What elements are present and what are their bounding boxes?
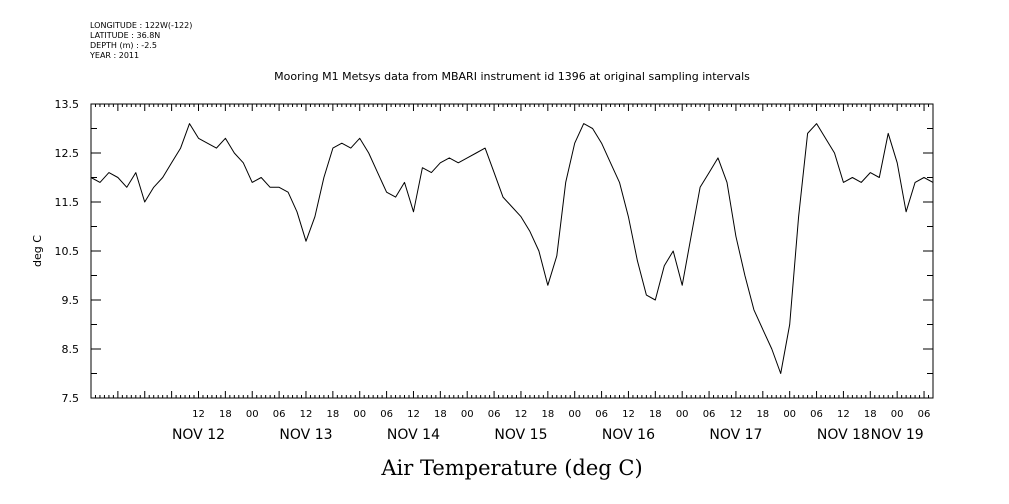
x-hour-tick-label: 18 (649, 409, 662, 420)
x-hour-tick-label: 00 (568, 409, 581, 420)
y-tick-label: 9.5 (62, 294, 80, 307)
x-hour-tick-label: 18 (541, 409, 554, 420)
x-hour-tick-label: 12 (515, 409, 528, 420)
x-hour-tick-label: 06 (488, 409, 501, 420)
x-hour-tick-label: 12 (300, 409, 313, 420)
x-hour-tick-label: 06 (810, 409, 823, 420)
x-day-label: NOV 16 (602, 427, 655, 443)
x-hour-tick-label: 12 (407, 409, 420, 420)
x-day-label: NOV 14 (387, 427, 440, 443)
x-axis-label: Air Temperature (deg C) (380, 456, 642, 480)
x-day-label: NOV 12 (172, 427, 225, 443)
x-hour-tick-label: 00 (676, 409, 689, 420)
metadata-block: LONGITUDE : 122W(-122) LATITUDE : 36.8N … (89, 21, 192, 60)
y-tick-label: 12.5 (55, 147, 80, 160)
x-hour-tick-label: 00 (461, 409, 474, 420)
x-hour-tick-label: 12 (837, 409, 850, 420)
y-tick-label: 11.5 (55, 196, 80, 209)
x-hour-tick-label: 12 (622, 409, 635, 420)
x-hour-tick-label: 06 (380, 409, 393, 420)
x-day-label: NOV 18 (817, 427, 870, 443)
x-hour-tick-label: 00 (783, 409, 796, 420)
metadata-depth: DEPTH (m) : -2.5 (90, 41, 157, 50)
x-hour-tick-label: 06 (918, 409, 931, 420)
metadata-longitude: LONGITUDE : 122W(-122) (90, 21, 192, 30)
x-hour-tick-label: 12 (192, 409, 205, 420)
x-hour-tick-label: 06 (273, 409, 286, 420)
x-day-label: NOV 17 (709, 427, 762, 443)
x-hour-tick-label: 18 (756, 409, 769, 420)
x-hour-tick-label: 00 (246, 409, 259, 420)
x-day-label: NOV 13 (279, 427, 332, 443)
y-tick-label: 13.5 (55, 98, 80, 111)
x-hour-tick-label: 18 (434, 409, 447, 420)
y-tick-label: 7.5 (62, 392, 80, 405)
x-hour-tick-label: 12 (730, 409, 743, 420)
series-layer (90, 123, 934, 374)
plot-frame (90, 103, 934, 399)
x-hour-tick-label: 18 (864, 409, 877, 420)
x-day-label: NOV 19 (871, 427, 924, 443)
x-hour-tick-label: 00 (353, 409, 366, 420)
x-hour-tick-label: 18 (219, 409, 232, 420)
x-hour-tick-label: 18 (326, 409, 339, 420)
x-day-label: NOV 15 (494, 427, 547, 443)
x-hour-tick-label: 06 (703, 409, 716, 420)
y-tick-label: 8.5 (62, 343, 80, 356)
metadata-latitude: LATITUDE : 36.8N (90, 31, 160, 40)
y-axis: 13.5 12.5 11.5 10.5 9.5 8.5 7.5 (55, 98, 933, 405)
x-axis: 12 18 00 06 12 18 00 06 12 18 00 06 12 18 00 06 12 18 00 06… (90, 104, 934, 443)
y-tick-label: 10.5 (55, 245, 80, 258)
x-hour-tick-label: 06 (595, 409, 608, 420)
y-axis-label: deg C (31, 235, 44, 267)
series-line (90, 123, 934, 374)
chart-title: Mooring M1 Metsys data from MBARI instru… (274, 70, 750, 83)
x-hour-tick-label: 00 (891, 409, 904, 420)
metadata-year: YEAR : 2011 (89, 51, 139, 60)
